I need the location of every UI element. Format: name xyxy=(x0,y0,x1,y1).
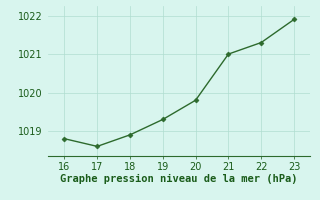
X-axis label: Graphe pression niveau de la mer (hPa): Graphe pression niveau de la mer (hPa) xyxy=(60,174,298,184)
